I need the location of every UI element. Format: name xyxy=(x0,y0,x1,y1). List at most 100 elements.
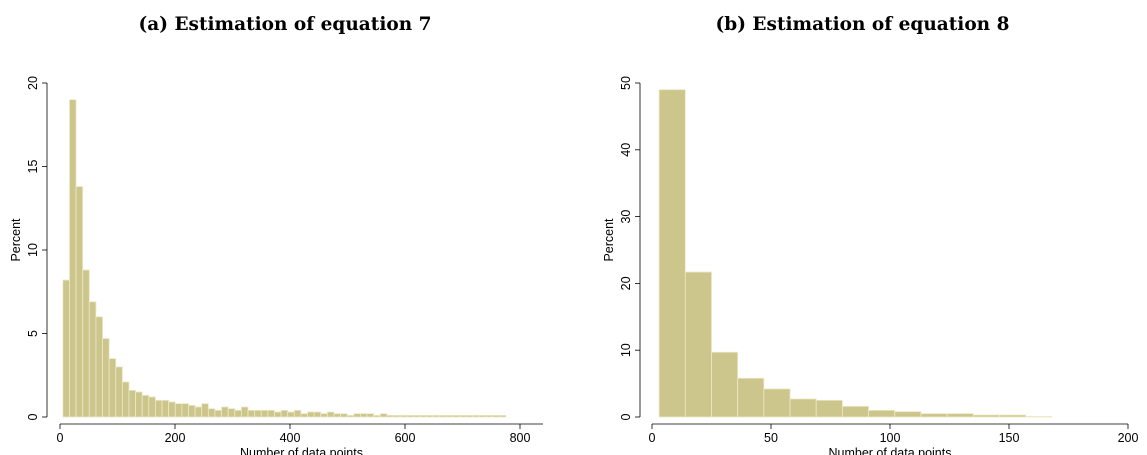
chart-a-bar xyxy=(366,413,375,418)
chart-a-x-tick-label: 200 xyxy=(165,431,186,445)
chart-a-bar xyxy=(320,413,328,418)
chart-a-bar xyxy=(280,409,289,418)
chart-a-bar xyxy=(82,269,90,418)
chart-b-y-tick-label: 20 xyxy=(619,276,633,290)
chart-a-bar xyxy=(439,414,447,418)
chart-a-bar xyxy=(69,99,77,418)
chart-a-bar xyxy=(234,409,242,418)
chart-a-bar xyxy=(333,413,341,418)
chart-b-x-tick-label: 50 xyxy=(764,431,778,445)
chart-a-bar xyxy=(155,399,163,418)
chart-b-x-tick-label: 200 xyxy=(1118,431,1139,445)
chart-a-x-tick-label: 400 xyxy=(280,431,301,445)
chart-a-bar xyxy=(88,301,97,418)
chart-b-y-tick-label: 50 xyxy=(619,76,633,90)
chart-a-bar xyxy=(485,414,494,418)
chart-a-bar xyxy=(412,414,421,418)
chart-a-y-tick-label: 15 xyxy=(26,160,40,174)
chart-a-bar xyxy=(141,394,150,418)
chart-b-bar xyxy=(868,409,896,418)
panel-b: (b) Estimation of equation 8 0 50 100 150 20… xyxy=(578,0,1147,455)
chart-b-x-tick-label: 100 xyxy=(880,431,901,445)
chart-b-y-tick-label: 40 xyxy=(619,143,633,157)
chart-b-bar xyxy=(999,414,1027,418)
chart-a-bar xyxy=(207,408,216,418)
panel-a: (a) Estimation of equation 7 0 200 400 600 8… xyxy=(0,0,570,455)
chart-b-y-tick-label: 30 xyxy=(619,210,633,224)
chart-a-bar xyxy=(386,414,394,418)
chart-a-bar xyxy=(426,414,434,418)
chart-a-bar xyxy=(492,414,500,418)
chart-a-bar xyxy=(399,414,408,418)
chart-a-bar xyxy=(254,409,262,418)
chart-b-bar xyxy=(894,411,922,418)
chart-a-bar xyxy=(135,391,143,418)
chart-a-bar xyxy=(287,411,295,418)
chart-a-bar xyxy=(300,413,308,418)
chart-b-x-tick-label: 0 xyxy=(649,431,656,445)
chart-a-x-tick-label: 600 xyxy=(395,431,416,445)
chart-a-bar xyxy=(108,358,117,418)
chart-a-bar xyxy=(459,414,467,418)
chart-a-bar xyxy=(393,414,401,418)
chart-a-plot: 0 200 400 600 800 0 5 10 15 20 Number of data poin… xyxy=(9,76,543,455)
chart-a-bar xyxy=(360,413,368,418)
chart-a-bar xyxy=(102,338,110,418)
chart-a-bar xyxy=(479,414,487,418)
chart-b-bar xyxy=(763,388,791,418)
chart-a-bar xyxy=(340,413,348,418)
chart-b-y-axis-label: Percent xyxy=(602,218,616,262)
chart-a-bar xyxy=(95,316,103,418)
chart-a-bar xyxy=(472,414,480,418)
chart-a-title: (a) Estimation of equation 7 xyxy=(138,14,432,35)
chart-a-bar xyxy=(313,411,322,418)
chart-a-y-tick-label: 10 xyxy=(26,243,40,257)
chart-a-y-tick-label: 20 xyxy=(26,76,40,90)
chart-a-y-tick-label: 0 xyxy=(26,413,40,420)
chart-b-x-tick-label: 150 xyxy=(999,431,1020,445)
chart-a-bar xyxy=(115,366,123,418)
chart-a-bar xyxy=(241,406,249,418)
chart-a-y-axis-label: Percent xyxy=(9,218,23,262)
chart-a-bar xyxy=(174,403,183,418)
chart-a-bar xyxy=(188,404,196,418)
chart-b-y-tick-label: 0 xyxy=(619,413,633,420)
chart-a-bar xyxy=(445,414,454,418)
chart-a-bar xyxy=(148,396,156,418)
chart-a-bar xyxy=(419,414,427,418)
chart-b-title: (b) Estimation of equation 8 xyxy=(715,14,1010,35)
chart-a-bar xyxy=(181,403,189,418)
chart-b-bar xyxy=(737,377,765,418)
chart-a-bar xyxy=(201,403,209,418)
chart-a-bar xyxy=(307,411,315,418)
chart-a-bar xyxy=(227,408,236,418)
chart-a-bar xyxy=(221,406,229,418)
chart-a-x-axis-label: Number of data points xyxy=(240,446,363,455)
chart-a-bar xyxy=(194,406,203,418)
chart-a-bar xyxy=(406,414,414,418)
chart-b-bar xyxy=(841,405,869,418)
chart-b-bar xyxy=(789,398,817,418)
chart-b-bar xyxy=(711,351,739,418)
chart-a-bar xyxy=(121,381,130,418)
chart-b-bar xyxy=(1025,415,1053,418)
chart-a-bar xyxy=(274,411,282,418)
chart-a-bar xyxy=(346,414,355,418)
chart-a-bar xyxy=(214,409,222,418)
chart-a-bar xyxy=(373,414,381,418)
chart-a-bar xyxy=(432,414,441,418)
chart-a-x-tick-label: 800 xyxy=(510,431,531,445)
chart-a-bar xyxy=(326,411,335,418)
chart-b-bar xyxy=(972,414,1000,418)
chart-b-x-axis-label: Number of data points xyxy=(829,446,952,455)
chart-a-bar xyxy=(293,409,302,418)
chart-a-bar xyxy=(168,401,176,418)
chart-b-bar xyxy=(920,413,948,418)
chart-a-bar xyxy=(128,389,137,418)
chart-a-bar xyxy=(465,414,474,418)
chart-a-bar xyxy=(267,409,275,418)
chart-b-bar xyxy=(815,399,843,418)
chart-a-bar xyxy=(260,409,269,418)
chart-a-bar xyxy=(353,413,361,418)
chart-a-bar xyxy=(62,279,70,418)
